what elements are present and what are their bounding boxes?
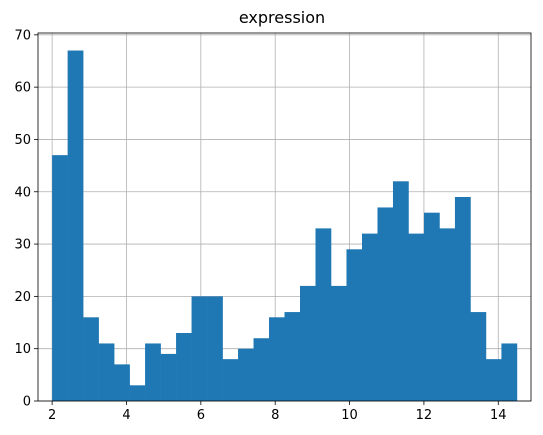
x-tick-label: 2 <box>48 408 56 423</box>
y-tick-label: 50 <box>14 133 31 148</box>
histogram-bar <box>485 359 502 401</box>
histogram-bar <box>191 296 208 401</box>
y-tick-label: 10 <box>14 342 31 357</box>
histogram-bar <box>253 338 270 401</box>
x-tick-label: 4 <box>122 408 130 423</box>
histogram-bar <box>470 312 487 401</box>
x-axis: 2 4 6 8 10 12 14 <box>48 401 507 423</box>
x-tick-label: 8 <box>271 408 279 423</box>
histogram-bar <box>439 228 456 401</box>
y-tick-label: 20 <box>14 290 31 305</box>
x-tick-label: 12 <box>416 408 433 423</box>
histogram-bar <box>501 343 518 401</box>
x-tick-label: 14 <box>490 408 507 423</box>
histogram-bar <box>361 233 378 401</box>
histogram-bar <box>98 343 115 401</box>
histogram-bar <box>284 312 301 401</box>
y-tick-label: 60 <box>14 81 31 96</box>
y-axis: 0 10 20 30 40 50 60 70 <box>14 28 38 410</box>
histogram-bar <box>377 207 394 401</box>
plot-frame <box>37 32 532 402</box>
histogram-bar <box>454 196 471 401</box>
histogram-bar <box>346 249 363 401</box>
histogram-bar <box>408 233 425 401</box>
histogram-bar <box>423 212 440 401</box>
histogram-bar <box>160 353 177 401</box>
histogram-bar <box>207 296 223 401</box>
grid-lines <box>38 33 531 402</box>
histogram-bar <box>145 343 161 401</box>
histogram-bar <box>52 155 68 401</box>
histogram-bar <box>315 228 332 401</box>
histogram-bar <box>238 348 254 401</box>
y-tick-label: 70 <box>14 28 31 43</box>
histogram-bar <box>392 181 409 401</box>
histogram-bar <box>83 317 99 401</box>
x-tick-label: 10 <box>341 408 358 423</box>
histogram-bar <box>222 359 239 401</box>
histogram-bar <box>176 332 192 401</box>
x-tick-label: 6 <box>197 408 205 423</box>
histogram-bar <box>269 317 285 401</box>
histogram-bar <box>129 385 146 401</box>
histogram-bars <box>52 50 518 402</box>
histogram-bar <box>67 50 84 402</box>
y-tick-label: 30 <box>14 238 31 253</box>
histogram-bar <box>114 364 130 401</box>
chart-title: expression <box>239 8 325 27</box>
y-tick-label: 0 <box>23 395 31 410</box>
y-tick-label: 40 <box>14 185 31 200</box>
histogram-bar <box>330 285 347 401</box>
histogram-bar <box>300 285 316 401</box>
